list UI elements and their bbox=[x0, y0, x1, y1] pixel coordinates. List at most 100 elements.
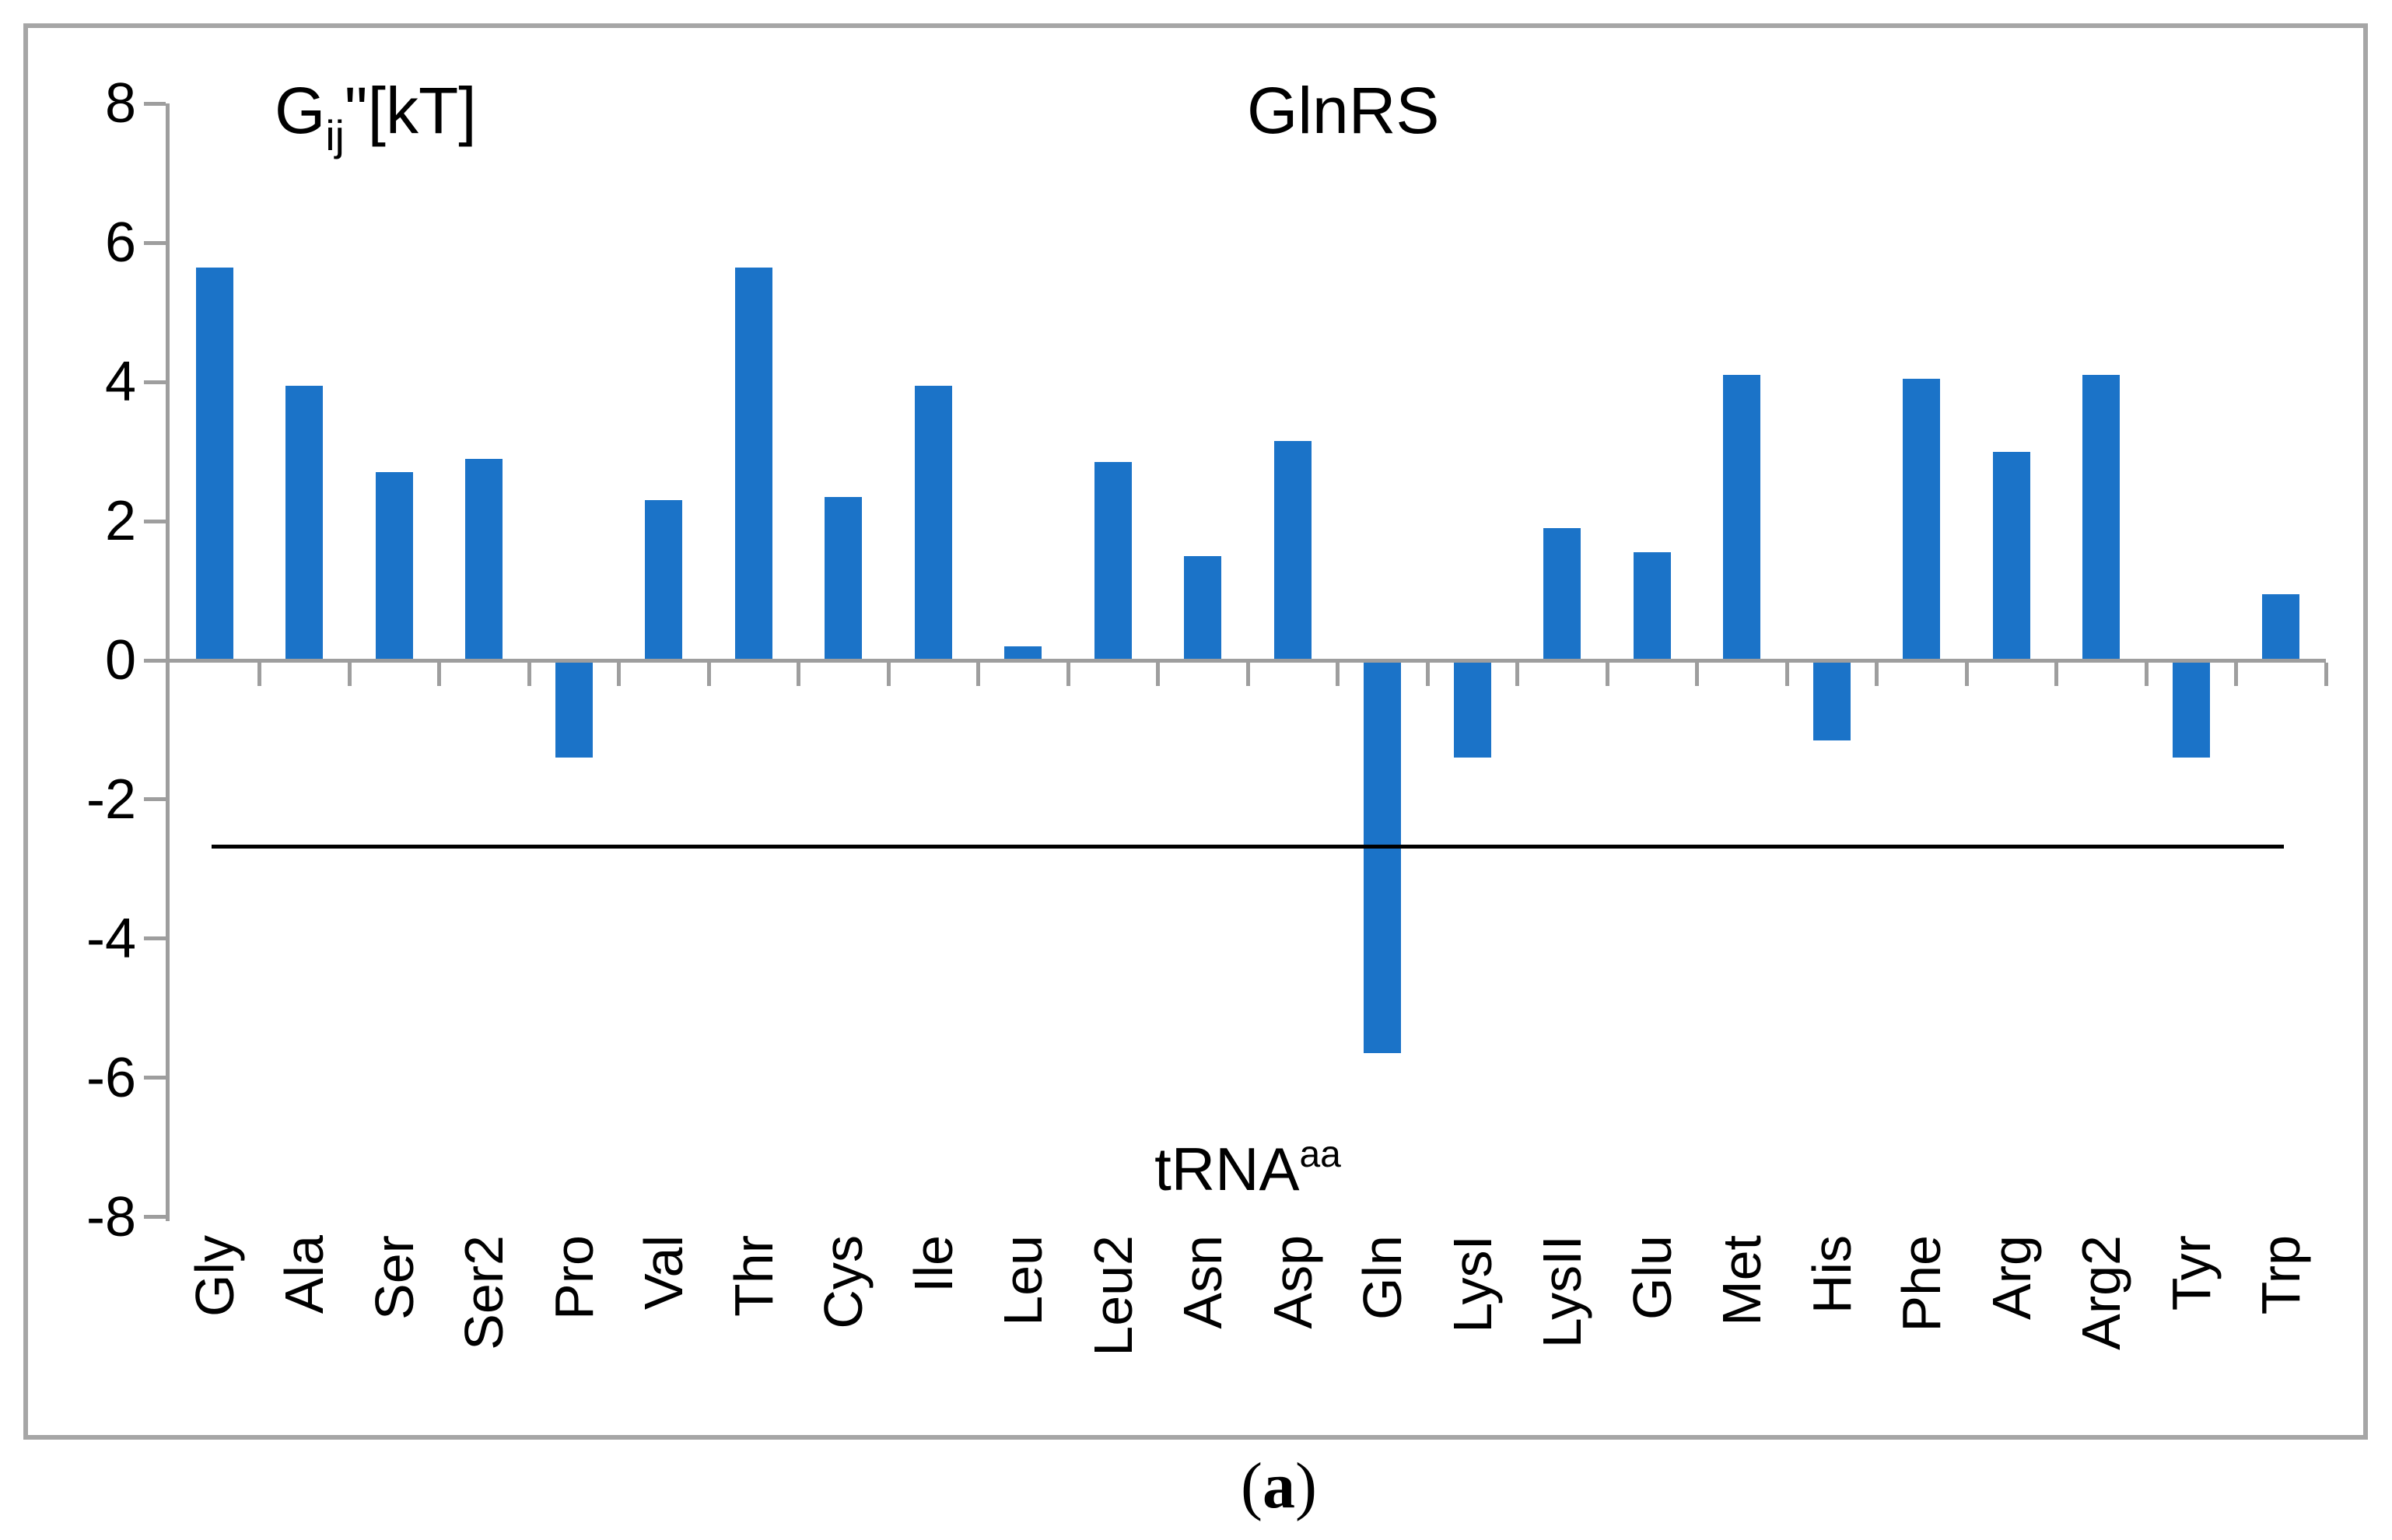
x-label-His: His bbox=[1801, 1234, 1862, 1314]
x-tick-22 bbox=[2144, 662, 2149, 686]
bar-Gly bbox=[195, 267, 233, 660]
x-tick-1 bbox=[257, 662, 261, 686]
bar-Val bbox=[645, 500, 683, 660]
x-tick-2 bbox=[347, 662, 352, 686]
x-label-Gly: Gly bbox=[184, 1234, 245, 1317]
y-axis-title-base: G bbox=[275, 74, 326, 147]
bar-Phe bbox=[1903, 378, 1941, 660]
y-tick-2 bbox=[144, 519, 166, 523]
x-label-Met: Met bbox=[1711, 1234, 1773, 1326]
x-label-Leu2: Leu2 bbox=[1082, 1234, 1143, 1356]
x-label-Tyr: Tyr bbox=[2160, 1234, 2222, 1311]
bar-Leu bbox=[1004, 646, 1042, 660]
bar-Arg2 bbox=[2082, 375, 2121, 660]
figure-border bbox=[23, 23, 2368, 1440]
y-tick-label--6: -6 bbox=[86, 1046, 136, 1109]
x-tick-10 bbox=[1066, 662, 1070, 686]
bar-Asp bbox=[1273, 441, 1312, 660]
x-label-Thr: Thr bbox=[723, 1234, 784, 1317]
bar-Cys bbox=[825, 496, 863, 660]
x-axis-title: tRNAaa bbox=[1014, 1134, 1481, 1203]
x-tick-17 bbox=[1695, 662, 1699, 686]
y-tick-label-0: 0 bbox=[104, 629, 136, 691]
bar-Ile bbox=[914, 385, 952, 660]
y-tick-label-4: 4 bbox=[104, 351, 136, 414]
x-label-Glu: Glu bbox=[1621, 1234, 1683, 1320]
reference-line bbox=[211, 844, 2285, 849]
bar-Thr bbox=[734, 267, 772, 660]
bar-Met bbox=[1723, 375, 1761, 660]
y-tick-4 bbox=[144, 380, 166, 384]
x-label-Trp: Trp bbox=[2250, 1234, 2312, 1314]
y-tick-label-8: 8 bbox=[104, 72, 136, 135]
y-tick--6 bbox=[144, 1076, 166, 1080]
x-tick-7 bbox=[797, 662, 800, 686]
x-tick-20 bbox=[1964, 662, 1969, 686]
x-label-Ile: Ile bbox=[902, 1234, 964, 1293]
y-tick-label--8: -8 bbox=[86, 1185, 136, 1248]
x-label-LysI: LysI bbox=[1441, 1234, 1503, 1333]
x-label-Cys: Cys bbox=[813, 1234, 874, 1329]
x-tick-15 bbox=[1515, 662, 1519, 686]
y-tick-0 bbox=[144, 658, 166, 663]
y-axis-title: Gij"[kT] bbox=[275, 78, 477, 157]
x-tick-11 bbox=[1156, 662, 1160, 686]
x-tick-14 bbox=[1425, 662, 1430, 686]
x-axis-line bbox=[170, 658, 2326, 663]
bar-Ala bbox=[285, 385, 324, 660]
x-tick-24 bbox=[2324, 662, 2328, 686]
y-axis-title-units: "[kT] bbox=[344, 74, 477, 147]
bar-Arg bbox=[1992, 451, 2030, 660]
bar-Gln bbox=[1364, 660, 1402, 1054]
x-tick-18 bbox=[1784, 662, 1789, 686]
x-axis-title-superscript: aa bbox=[1299, 1134, 1341, 1175]
x-tick-13 bbox=[1336, 662, 1340, 686]
x-label-LysII: LysII bbox=[1532, 1234, 1593, 1348]
x-tick-6 bbox=[706, 662, 711, 686]
x-axis-title-base: tRNA bbox=[1154, 1135, 1300, 1203]
x-label-Arg: Arg bbox=[1980, 1234, 2042, 1320]
x-label-Asn: Asn bbox=[1172, 1234, 1234, 1329]
x-tick-19 bbox=[1875, 662, 1879, 686]
y-tick-6 bbox=[144, 240, 166, 245]
y-axis-line bbox=[166, 103, 170, 1221]
bar-Ser bbox=[375, 472, 413, 660]
x-tick-4 bbox=[527, 662, 531, 686]
x-label-Arg2: Arg2 bbox=[2071, 1234, 2132, 1350]
x-label-Asp: Asp bbox=[1262, 1234, 1323, 1329]
bar-His bbox=[1812, 660, 1851, 740]
panel-label: (a) bbox=[1241, 1450, 1317, 1522]
bar-Pro bbox=[555, 660, 593, 758]
y-tick-label--2: -2 bbox=[86, 768, 136, 831]
y-tick-label-6: 6 bbox=[104, 212, 136, 275]
y-tick--4 bbox=[144, 936, 166, 941]
bar-Glu bbox=[1633, 552, 1671, 660]
y-tick-label-2: 2 bbox=[104, 490, 136, 553]
y-tick--8 bbox=[144, 1215, 166, 1220]
bar-Trp bbox=[2262, 594, 2300, 660]
x-label-Val: Val bbox=[633, 1234, 695, 1310]
bar-Leu2 bbox=[1094, 462, 1132, 660]
x-tick-8 bbox=[886, 662, 891, 686]
x-label-Ser2: Ser2 bbox=[454, 1234, 515, 1350]
x-tick-16 bbox=[1605, 662, 1609, 686]
y-tick-8 bbox=[144, 101, 166, 106]
bar-Asn bbox=[1184, 555, 1222, 660]
bar-LysI bbox=[1453, 660, 1491, 758]
x-label-Ser: Ser bbox=[363, 1234, 425, 1320]
y-tick-label--4: -4 bbox=[86, 907, 136, 970]
bar-LysII bbox=[1543, 528, 1581, 660]
bar-Tyr bbox=[2172, 660, 2210, 758]
x-label-Phe: Phe bbox=[1891, 1234, 1952, 1332]
x-tick-3 bbox=[437, 662, 441, 686]
x-label-Ala: Ala bbox=[274, 1234, 335, 1314]
x-label-Pro: Pro bbox=[543, 1234, 604, 1320]
x-label-Leu: Leu bbox=[993, 1234, 1054, 1326]
x-tick-21 bbox=[2054, 662, 2058, 686]
y-axis-title-subscript: ij bbox=[325, 111, 345, 159]
x-label-Gln: Gln bbox=[1352, 1234, 1413, 1320]
y-tick--2 bbox=[144, 797, 166, 802]
x-tick-9 bbox=[976, 662, 980, 686]
